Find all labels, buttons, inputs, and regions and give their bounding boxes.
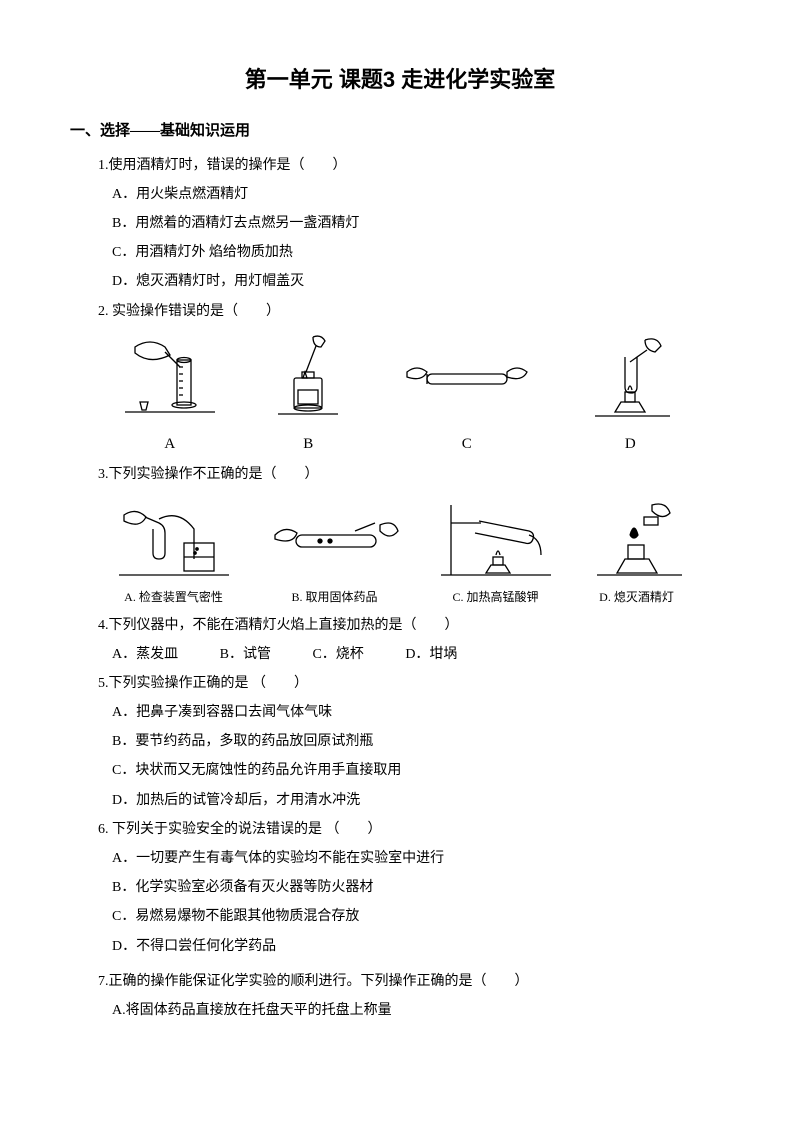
q5-option-a: A．把鼻子凑到容器口去闻气体气味: [112, 700, 730, 725]
q2-fig-d-label: D: [625, 431, 636, 458]
q2-fig-c-label: C: [462, 431, 472, 458]
q4-option-c: C．烧杯: [312, 642, 363, 667]
q5-option-b: B．要节约药品，多取的药品放回原试剂瓶: [112, 729, 730, 754]
q4-option-a: A．蒸发皿: [112, 642, 178, 667]
q4-option-d: D．坩埚: [405, 642, 457, 667]
q3-fig-a: A. 检查装置气密性: [109, 495, 239, 609]
q4-stem: 4.下列仪器中，不能在酒精灯火焰上直接加热的是（ ）: [98, 613, 730, 638]
q2-fig-a: A: [115, 332, 225, 458]
q2-figure-row: A B: [98, 332, 702, 458]
q1-stem: 1.使用酒精灯时，错误的操作是（ ）: [98, 153, 730, 178]
q2-fig-a-label: A: [164, 431, 175, 458]
q3-figure-row: A. 检查装置气密性 B. 取用固体药品: [98, 495, 702, 609]
q6-option-d: D．不得口尝任何化学药品: [112, 934, 730, 959]
q6-stem: 6. 下列关于实验安全的说法错误的是 （ ）: [98, 817, 730, 842]
q5-stem: 5.下列实验操作正确的是 （ ）: [98, 671, 730, 696]
q4-option-b: B．试管: [220, 642, 271, 667]
q7-stem: 7.正确的操作能保证化学实验的顺利进行。下列操作正确的是（ ）: [98, 969, 730, 994]
q2-fig-d: D: [575, 332, 685, 458]
q6-option-c: C．易燃易爆物不能跟其他物质混合存放: [112, 904, 730, 929]
q1-option-a: A．用火柴点燃酒精灯: [112, 182, 730, 207]
q1-option-d: D．熄灭酒精灯时，用灯帽盖灭: [112, 269, 730, 294]
q2-fig-b: B: [258, 332, 358, 458]
q3-fig-c-label: C. 加热高锰酸钾: [452, 587, 538, 609]
q3-fig-d-label: D. 熄灭酒精灯: [599, 587, 674, 609]
q2-fig-c: C: [392, 332, 542, 458]
q4-options: A．蒸发皿 B．试管 C．烧杯 D．坩埚: [112, 642, 730, 667]
q6-option-a: A．一切要产生有毒气体的实验均不能在实验室中进行: [112, 846, 730, 871]
q2-fig-b-label: B: [303, 431, 313, 458]
q1-option-c: C．用酒精灯外 焰给物质加热: [112, 240, 730, 265]
q3-fig-d: D. 熄灭酒精灯: [582, 495, 692, 609]
q5-option-c: C．块状而又无腐蚀性的药品允许用手直接取用: [112, 758, 730, 783]
q2-stem: 2. 实验操作错误的是（ ）: [98, 299, 730, 324]
page-title: 第一单元 课题3 走进化学实验室: [70, 60, 730, 100]
q3-fig-b-label: B. 取用固体药品: [291, 587, 377, 609]
q3-fig-a-label: A. 检查装置气密性: [124, 587, 223, 609]
q5-option-d: D．加热后的试管冷却后，才用清水冲洗: [112, 788, 730, 813]
section-header: 一、选择——基础知识运用: [70, 118, 730, 145]
q6-option-b: B．化学实验室必须备有灭火器等防火器材: [112, 875, 730, 900]
q1-option-b: B．用燃着的酒精灯去点燃另一盏酒精灯: [112, 211, 730, 236]
q3-fig-c: C. 加热高锰酸钾: [431, 495, 561, 609]
q3-stem: 3.下列实验操作不正确的是（ ）: [98, 462, 730, 487]
q3-fig-b: B. 取用固体药品: [260, 495, 410, 609]
q7-option-a: A.将固体药品直接放在托盘天平的托盘上称量: [112, 998, 730, 1023]
